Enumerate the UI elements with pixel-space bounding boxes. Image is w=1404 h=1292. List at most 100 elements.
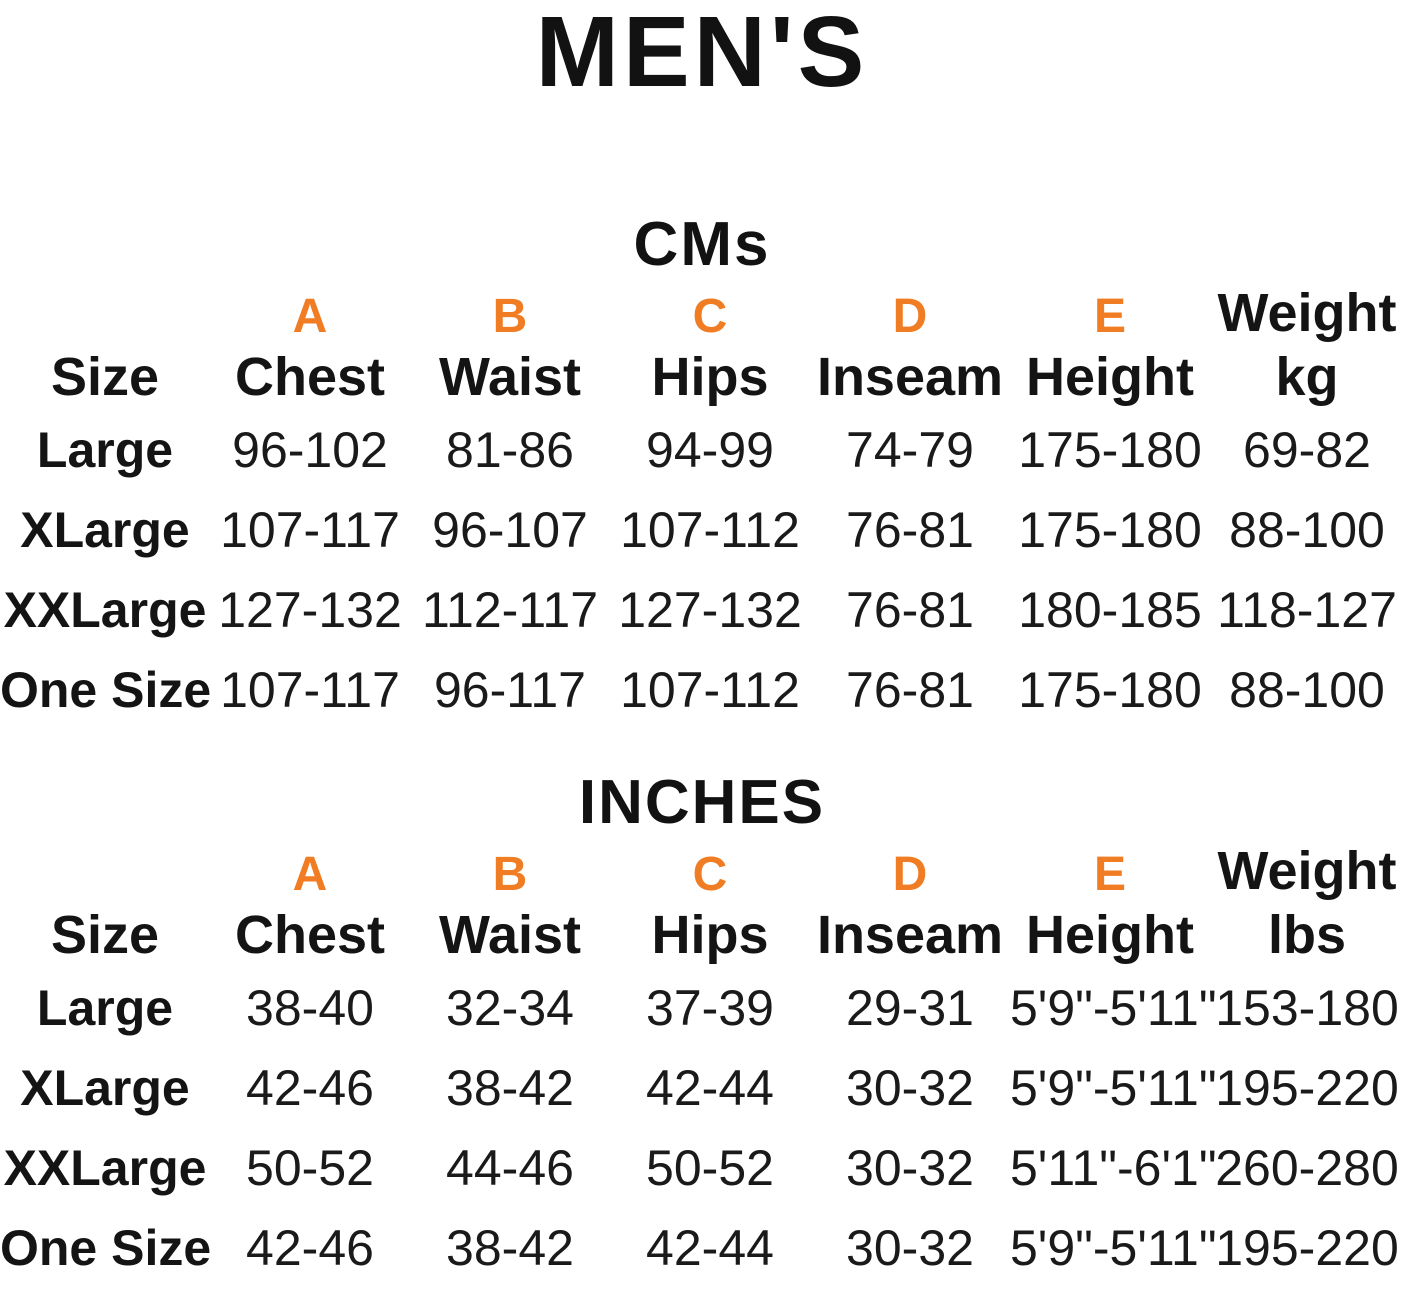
value-cell: 5'9"-5'11" [1010,1060,1217,1116]
value-cell: 175-180 [1018,422,1202,478]
column-headers-row: Size Chest Waist Hips Inseam Height lbs [0,902,1404,968]
value-cell: 96-107 [432,502,588,558]
value-cell: 32-34 [446,980,574,1036]
value-cell: 69-82 [1243,422,1371,478]
value-cell: 180-185 [1018,582,1202,638]
value-cell: 195-220 [1215,1220,1399,1276]
value-cell: 42-46 [246,1060,374,1116]
value-cell: 30-32 [846,1140,974,1196]
cms-size-table: A B C D E Weight Size Chest Waist Hips Inseam Heigh… [0,282,1404,730]
value-cell: 81-86 [446,422,574,478]
size-cell: One Size [0,1220,212,1276]
column-letter-d: D [892,290,928,343]
value-cell: 5'9"-5'11" [1010,1220,1217,1276]
size-cell: XXLarge [3,1140,207,1196]
table-row: XLarge 107-117 96-107 107-112 76-81 175-180 88… [0,490,1404,570]
value-cell: 153-180 [1215,980,1399,1036]
column-letter-c: C [692,848,728,901]
value-cell: 30-32 [846,1220,974,1276]
size-cell: XLarge [20,502,190,558]
value-cell: 38-42 [446,1060,574,1116]
inches-size-table: A B C D E Weight Size Chest Waist Hips Inseam Heigh… [0,840,1404,1288]
value-cell: 5'9"-5'11" [1010,980,1217,1036]
column-letter-a: A [292,848,328,901]
value-cell: 107-117 [220,502,400,558]
value-cell: 118-127 [1217,582,1397,638]
page-title: MEN'S [535,0,869,108]
column-header-size: Size [50,347,160,407]
value-cell: 260-280 [1215,1140,1399,1196]
value-cell: 74-79 [846,422,974,478]
value-cell: 107-112 [620,662,800,718]
value-cell: 127-132 [218,582,402,638]
value-cell: 94-99 [646,422,774,478]
spacer-cell [0,840,210,902]
table-row: Large 96-102 81-86 94-99 74-79 175-180 69-82 [0,410,1404,490]
value-cell: 38-42 [446,1220,574,1276]
value-cell: 42-46 [246,1220,374,1276]
table-row: XXLarge 127-132 112-117 127-132 76-81 180-185… [0,570,1404,650]
value-cell: 88-100 [1229,502,1385,558]
value-cell: 96-102 [232,422,388,478]
value-cell: 42-44 [646,1060,774,1116]
column-letter-b: B [492,290,528,343]
column-letter-e: E [1093,290,1126,343]
value-cell: 76-81 [846,582,974,638]
value-cell: 5'11"-6'1" [1010,1140,1217,1196]
size-cell: Large [36,422,174,478]
table-row: One Size 107-117 96-117 107-112 76-81 175-180… [0,650,1404,730]
value-cell: 29-31 [846,980,974,1036]
column-header-waist: Waist [438,347,581,407]
column-header-weight-unit: kg [1275,347,1339,407]
value-cell: 50-52 [646,1140,774,1196]
column-header-size: Size [50,905,160,965]
value-cell: 175-180 [1018,502,1202,558]
column-header-inseam: Inseam [816,347,1004,407]
column-header-waist: Waist [438,905,581,965]
column-header-weight: Weight [1217,283,1397,343]
column-header-weight: Weight [1217,841,1397,901]
spacer-cell [0,282,210,344]
column-header-chest: Chest [234,347,386,407]
column-letters-row: A B C D E Weight [0,282,1404,344]
column-letter-e: E [1093,848,1126,901]
size-cell: Large [36,980,174,1036]
column-header-weight-unit: lbs [1267,905,1347,965]
column-header-height: Height [1026,905,1194,965]
value-cell: 76-81 [846,502,974,558]
value-cell: 127-132 [618,582,802,638]
value-cell: 38-40 [246,980,374,1036]
column-header-height: Height [1026,347,1194,407]
size-cell: XXLarge [3,582,207,638]
table-row: XLarge 42-46 38-42 42-44 30-32 5'9"-5'11" 195-… [0,1048,1404,1128]
column-letter-a: A [292,290,328,343]
value-cell: 112-117 [421,582,599,638]
column-header-chest: Chest [234,905,386,965]
value-cell: 195-220 [1215,1060,1399,1116]
value-cell: 107-117 [220,662,400,718]
column-header-inseam: Inseam [816,905,1004,965]
value-cell: 37-39 [646,980,774,1036]
column-letters-row: A B C D E Weight [0,840,1404,902]
value-cell: 76-81 [846,662,974,718]
size-cell: One Size [0,662,212,718]
table-row: XXLarge 50-52 44-46 50-52 30-32 5'11"-6'1" 260… [0,1128,1404,1208]
section-title-cms: CMs [633,210,771,279]
column-header-hips: Hips [651,905,769,965]
column-letter-c: C [692,290,728,343]
value-cell: 42-44 [646,1220,774,1276]
inches-section: INCHES A B C D E Weight Size Chest Waist Hips Inse… [0,772,1404,1288]
column-headers-row: Size Chest Waist Hips Inseam Height kg [0,344,1404,410]
value-cell: 107-112 [620,502,800,558]
size-cell: XLarge [20,1060,190,1116]
table-row: One Size 42-46 38-42 42-44 30-32 5'9"-5'11" 19… [0,1208,1404,1288]
cms-section: CMs A B C D E Weight Size Chest Waist Hips Inseam H… [0,214,1404,730]
value-cell: 50-52 [246,1140,374,1196]
column-letter-b: B [492,848,528,901]
value-cell: 44-46 [446,1140,574,1196]
value-cell: 96-117 [434,662,586,718]
section-title-inches: INCHES [578,768,826,837]
table-row: Large 38-40 32-34 37-39 29-31 5'9"-5'11" 153-1… [0,968,1404,1048]
value-cell: 30-32 [846,1060,974,1116]
